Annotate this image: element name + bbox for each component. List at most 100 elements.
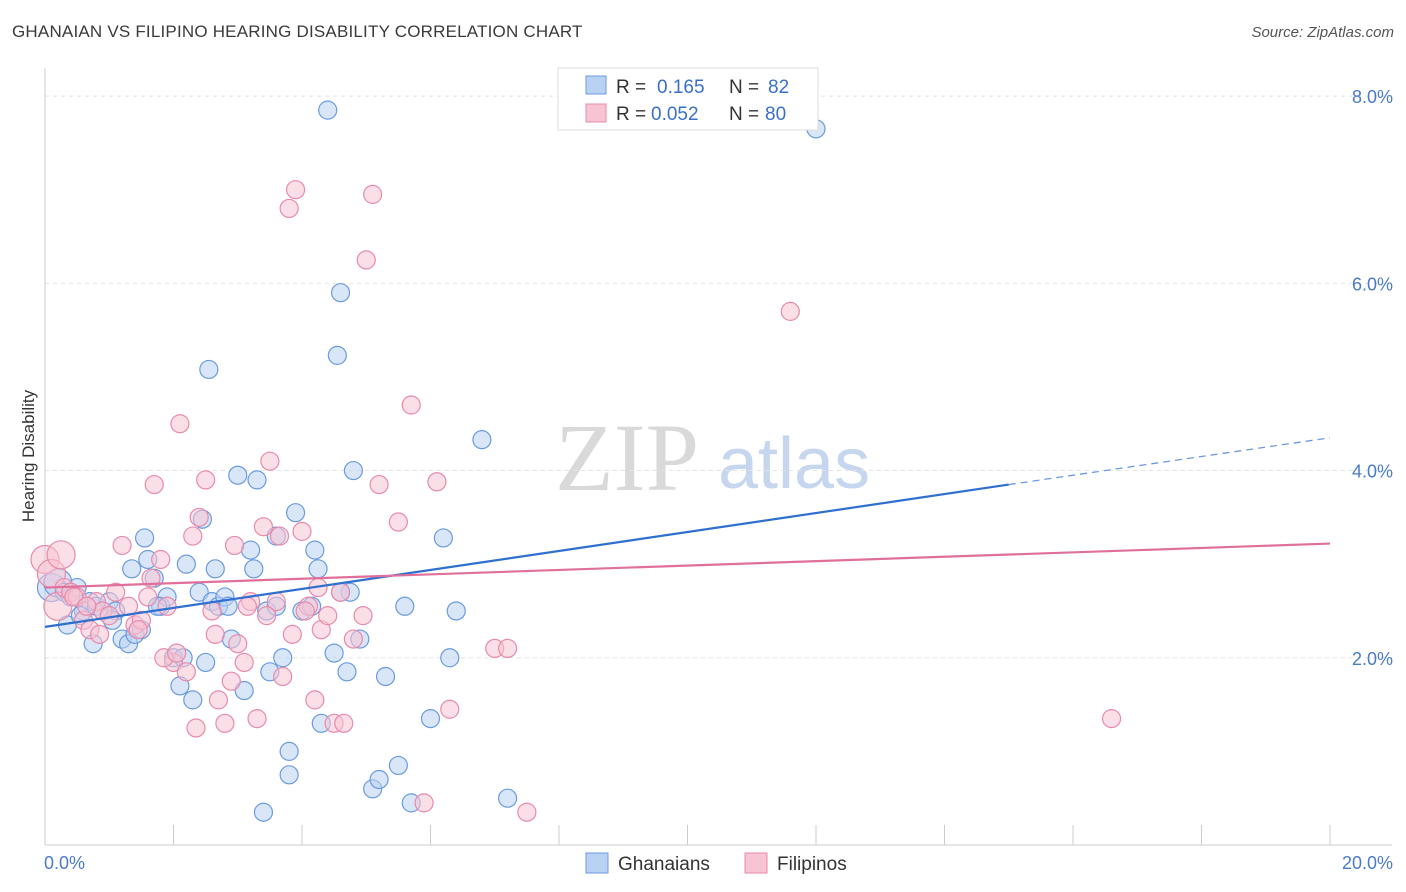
ghanaians-point-50 — [375, 666, 396, 687]
filipinos-point-48 — [356, 250, 376, 270]
y-tick-label-3: 8.0% — [1352, 87, 1393, 107]
filipinos-point-23 — [183, 526, 203, 546]
y-axis-label: Hearing Disability — [19, 389, 38, 522]
filipinos-point-74 — [269, 526, 290, 546]
series-legend: Ghanaians Filipinos — [585, 852, 847, 875]
filipinos-point-64 — [90, 624, 110, 644]
ghanaians-point-37 — [279, 741, 299, 761]
x-tick-label-1: 20.0% — [1342, 853, 1393, 873]
ghanaians-point-43 — [324, 643, 344, 663]
filipinos-point-28 — [215, 713, 235, 733]
filipinos-point-44 — [318, 606, 338, 626]
ghanaians-point-29 — [228, 465, 248, 485]
series-ghanaians-points — [36, 100, 826, 822]
ghanaians-point-69 — [244, 559, 264, 579]
filipinos-point-53 — [414, 793, 434, 813]
filipinos-point-60 — [1101, 709, 1122, 729]
filipinos-point-59 — [780, 301, 800, 321]
filipinos-point-25 — [196, 470, 216, 490]
filipinos-point-54 — [427, 472, 447, 492]
filipinos-point-35 — [260, 451, 280, 471]
filipinos-point-11 — [106, 582, 126, 602]
filipinos-point-52 — [401, 395, 421, 415]
axes — [44, 68, 1392, 846]
filipinos-point-34 — [253, 517, 274, 537]
filipinos-point-76 — [295, 601, 315, 621]
bottom-legend-swatch-ghanaians — [585, 852, 609, 874]
filipinos-point-61 — [46, 540, 76, 570]
filipinos-point-42 — [305, 690, 325, 710]
ghanaians-point-33 — [253, 802, 274, 822]
ghanaians-point-67 — [327, 345, 347, 365]
trend-line-ghanaians — [44, 483, 1009, 628]
legend-r-value-filipinos: 0.052 — [651, 104, 699, 125]
ghanaians-point-54 — [433, 528, 453, 548]
chart-title: GHANAIAN VS FILIPINO HEARING DISABILITY … — [12, 22, 583, 41]
y-tick-label-1: 4.0% — [1352, 462, 1393, 482]
watermark-atlas: atlas — [718, 424, 870, 504]
ghanaians-point-56 — [446, 601, 466, 621]
filipinos-point-70 — [205, 624, 225, 644]
correlation-legend: R = 0.165 N = 82 R = 0.052 N = 80 — [557, 67, 819, 131]
ghanaians-point-32 — [247, 470, 267, 490]
filipinos-point-55 — [440, 699, 460, 719]
filipinos-point-33 — [247, 709, 267, 729]
ghanaians-point-59 — [122, 559, 142, 579]
legend-n-value-ghanaians: 82 — [768, 77, 789, 98]
legend-swatch-filipinos — [585, 103, 607, 123]
filipinos-point-29 — [221, 671, 241, 691]
filipinos-point-46 — [330, 582, 351, 602]
ghanaians-point-55 — [440, 648, 460, 668]
filipinos-point-50 — [369, 474, 389, 495]
ghanaians-point-73 — [308, 559, 328, 579]
legend-r-label-filipinos: R = — [616, 104, 646, 125]
filipinos-point-26 — [202, 601, 222, 621]
ghanaians-point-49 — [369, 769, 389, 790]
trend-line-ghanaians-extension — [1008, 437, 1331, 486]
legend-n-label-filipinos: N = — [729, 104, 759, 125]
source-label: Source: ZipAtlas.com — [1251, 24, 1394, 41]
ghanaians-point-78 — [279, 765, 299, 785]
filipinos-point-27 — [208, 690, 229, 710]
filipinos-point-79 — [353, 606, 373, 626]
y-tick-label-0: 2.0% — [1352, 649, 1393, 669]
filipinos-point-57 — [498, 638, 518, 659]
ghanaians-point-66 — [205, 559, 225, 579]
filipinos-point-47 — [343, 629, 363, 649]
filipinos-point-12 — [112, 535, 132, 556]
ghanaians-point-80 — [395, 596, 415, 616]
filipinos-point-30 — [228, 634, 248, 654]
filipinos-point-62 — [64, 587, 84, 607]
ghanaians-point-65 — [199, 359, 219, 380]
filipinos-point-58 — [517, 802, 537, 822]
bottom-legend-swatch-filipinos — [744, 852, 768, 874]
filipinos-point-16 — [138, 587, 158, 607]
ghanaians-point-46 — [343, 460, 363, 481]
ghanaians-point-31 — [241, 540, 261, 560]
trend-lines — [44, 437, 1331, 628]
filipinos-point-22 — [176, 662, 196, 682]
filipinos-point-49 — [363, 184, 383, 204]
filipinos-point-68 — [167, 643, 187, 663]
ghanaians-point-40 — [305, 540, 325, 560]
x-tick-label-0: 0.0% — [44, 853, 85, 873]
filipinos-point-19 — [157, 596, 177, 616]
watermark-zip: ZIP — [555, 404, 699, 511]
filipinos-point-17 — [144, 474, 164, 495]
bottom-legend-filipinos: Filipinos — [777, 854, 847, 875]
legend-n-value-filipinos: 80 — [765, 104, 786, 125]
filipinos-point-78 — [334, 713, 354, 733]
filipinos-point-69 — [186, 718, 206, 738]
filipinos-point-21 — [170, 414, 190, 434]
filipinos-point-38 — [279, 198, 299, 219]
filipinos-point-18 — [151, 549, 171, 570]
ghanaians-point-36 — [273, 648, 293, 668]
x-tick-labels: 0.0% 20.0% — [44, 853, 1393, 873]
trend-line-filipinos — [44, 542, 1331, 589]
filipinos-point-39 — [285, 180, 306, 200]
ghanaians-point-42 — [318, 100, 338, 120]
filipinos-point-31 — [234, 652, 254, 673]
ghanaians-point-58 — [498, 788, 518, 808]
ghanaians-point-22 — [183, 690, 203, 710]
filipinos-point-24 — [189, 507, 209, 527]
